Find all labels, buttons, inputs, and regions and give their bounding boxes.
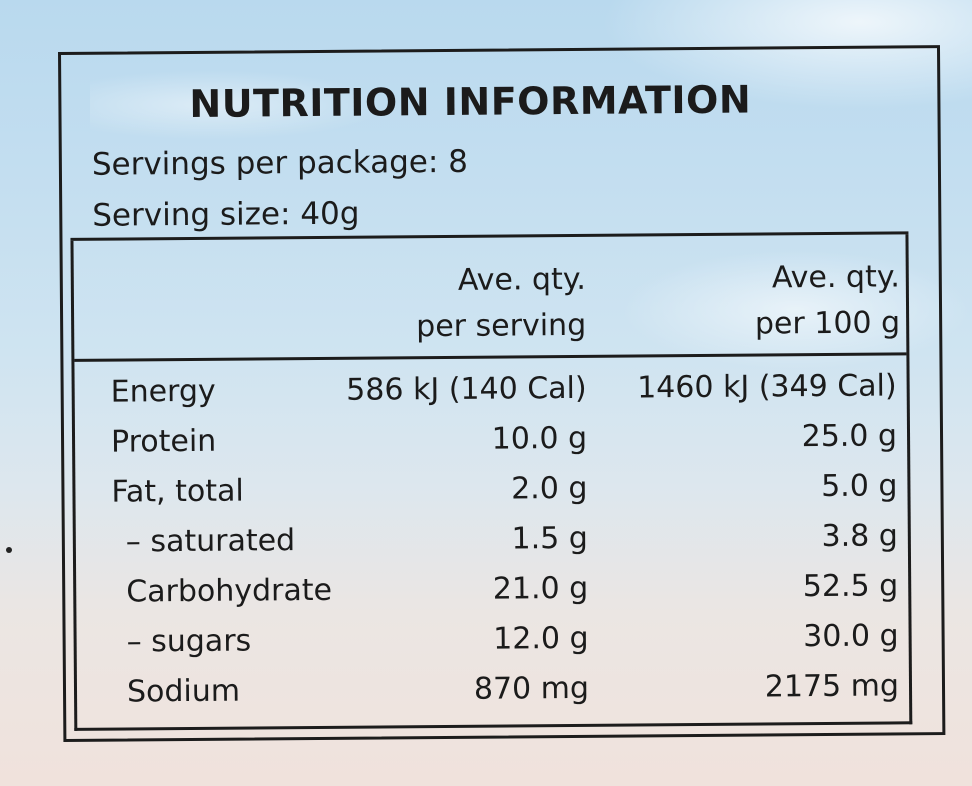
column-header-per-100g: Ave. qty. per 100 g bbox=[754, 254, 900, 347]
per-serving-value: 10.0 g bbox=[491, 420, 588, 457]
per-100g-value: 30.0 g bbox=[803, 618, 899, 655]
per-100g-value: 25.0 g bbox=[801, 418, 898, 455]
per-serving-value: 21.0 g bbox=[492, 570, 589, 607]
column-header-line: per 100 g bbox=[754, 305, 901, 342]
table-row: Carbohydrate 21.0 g 52.5 g bbox=[76, 560, 908, 617]
per-100g-value: 1460 kJ (349 Cal) bbox=[637, 368, 897, 406]
per-serving-value: 870 mg bbox=[473, 670, 590, 707]
column-header-per-serving: Ave. qty. per serving bbox=[416, 257, 587, 350]
per-serving-value: 1.5 g bbox=[511, 520, 588, 557]
nutrient-label: – saturated bbox=[125, 523, 296, 560]
per-serving-value: 12.0 g bbox=[493, 620, 589, 657]
table-row: Fat, total 2.0 g 5.0 g bbox=[75, 460, 907, 517]
stray-dot bbox=[6, 547, 12, 553]
nutrient-label: Carbohydrate bbox=[126, 572, 333, 610]
per-100g-value: 52.5 g bbox=[802, 568, 899, 605]
per-serving-value: 586 kJ (140 Cal) bbox=[346, 370, 587, 408]
column-header-line: per serving bbox=[416, 307, 587, 345]
nutrient-rows: Energy 586 kJ (140 Cal) 1460 kJ (349 Cal… bbox=[74, 360, 909, 717]
column-header-line: Ave. qty. bbox=[457, 261, 586, 298]
servings-per-package: Servings per package: 8 bbox=[91, 143, 469, 183]
column-header-line: Ave. qty. bbox=[771, 259, 900, 296]
table-row: Energy 586 kJ (140 Cal) 1460 kJ (349 Cal… bbox=[74, 360, 906, 417]
per-serving-value: 2.0 g bbox=[511, 470, 588, 507]
table-row: Protein 10.0 g 25.0 g bbox=[75, 410, 907, 467]
nutrient-label: Sodium bbox=[126, 673, 241, 710]
per-100g-value: 3.8 g bbox=[821, 518, 898, 555]
nutrition-panel: NUTRITION INFORMATION Servings per packa… bbox=[58, 45, 946, 742]
nutrient-label: Fat, total bbox=[111, 473, 244, 510]
nutrition-table: Ave. qty. per serving Ave. qty. per 100 … bbox=[70, 231, 913, 731]
nutrient-label: Energy bbox=[110, 373, 216, 410]
serving-size: Serving size: 40g bbox=[92, 195, 360, 234]
table-row: – sugars 12.0 g 30.0 g bbox=[76, 610, 908, 667]
per-100g-value: 5.0 g bbox=[821, 468, 898, 505]
nutrient-label: Protein bbox=[110, 423, 217, 460]
table-row: – saturated 1.5 g 3.8 g bbox=[76, 510, 908, 567]
nutrient-label: – sugars bbox=[126, 623, 252, 660]
table-row: Sodium 870 mg 2175 mg bbox=[77, 660, 909, 717]
panel-title: NUTRITION INFORMATION bbox=[189, 77, 752, 126]
per-100g-value: 2175 mg bbox=[764, 668, 900, 705]
